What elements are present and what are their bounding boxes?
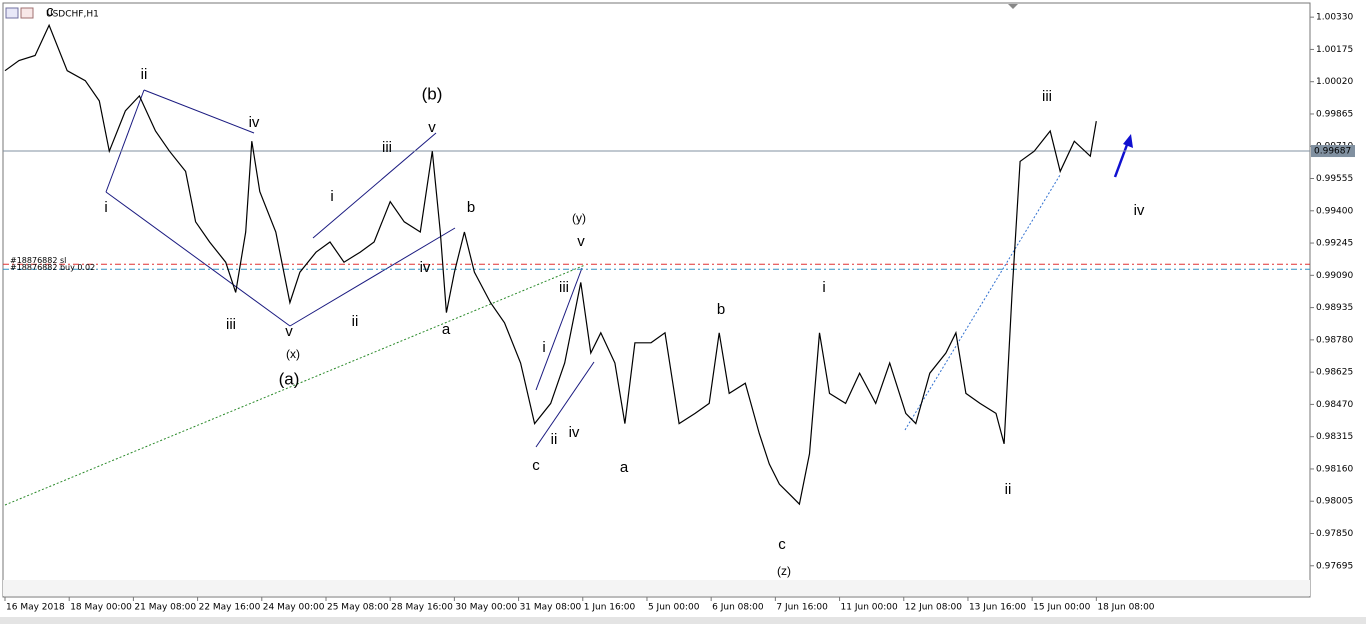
- arrow-head: [1123, 134, 1133, 148]
- x-tick-label: 21 May 08:00: [134, 603, 196, 613]
- order-label: #18876882 sl: [10, 256, 66, 265]
- wave-label: v: [428, 119, 436, 136]
- wave-label: iv: [249, 114, 260, 131]
- wave-label: iii: [226, 316, 236, 333]
- trend-lines: [105, 89, 595, 448]
- time-strip: [3, 580, 1310, 596]
- wave-label: ii: [551, 431, 558, 448]
- x-tick-label: 31 May 08:00: [520, 603, 582, 613]
- wave-label: iii: [1042, 88, 1052, 105]
- x-tick-label: 15 Jun 00:00: [1033, 603, 1090, 613]
- order-label: #18876882 buy 0.02: [10, 263, 95, 272]
- projection-line: [904, 174, 1061, 431]
- wave-label: iv: [420, 259, 431, 276]
- wave-label: a: [442, 321, 451, 338]
- wave-label: a: [620, 459, 629, 476]
- y-tick-label: 0.99555: [1316, 174, 1353, 184]
- wave-label: i: [330, 188, 333, 205]
- wave-label: iii: [382, 139, 392, 156]
- x-tick-label: 18 May 00:00: [70, 603, 132, 613]
- wave-label: iv: [1134, 202, 1145, 219]
- y-tick-label: 0.99865: [1316, 109, 1353, 119]
- y-tick-label: 0.98315: [1316, 432, 1353, 442]
- x-tick-label: 11 Jun 00:00: [841, 603, 898, 613]
- wave-label: ii: [352, 313, 359, 330]
- wave-label: v: [577, 233, 585, 250]
- symbol-icon: [5, 7, 19, 19]
- y-tick-label: 0.97850: [1316, 529, 1353, 539]
- x-tick-label: 7 Jun 16:00: [776, 603, 828, 613]
- wave-label: (a): [279, 369, 300, 388]
- wave-label: i: [822, 279, 825, 296]
- arrow: [1113, 141, 1130, 178]
- wave-label: i: [104, 199, 107, 216]
- plot-area: [2, 2, 1311, 598]
- price-line: [4, 23, 1097, 506]
- y-tick-label: 0.98935: [1316, 303, 1353, 313]
- wave-label: (z): [777, 564, 791, 578]
- wave-label: i: [542, 339, 545, 356]
- y-tick-label: 0.98005: [1316, 497, 1353, 507]
- y-tick-label: 1.00175: [1316, 45, 1353, 55]
- x-tick-label: 25 May 08:00: [327, 603, 389, 613]
- wave-label: iii: [559, 279, 569, 296]
- x-tick-label: 12 Jun 08:00: [905, 603, 962, 613]
- y-tick-label: 1.00020: [1316, 77, 1353, 87]
- x-tick-label: 1 Jun 16:00: [584, 603, 636, 613]
- wave-label: (x): [286, 347, 300, 361]
- projection-line: [4, 264, 586, 506]
- y-tick-label: 0.98160: [1316, 464, 1353, 474]
- symbol-icon: [20, 7, 34, 19]
- y-tick-label: 0.98470: [1316, 400, 1353, 410]
- x-tick-label: 28 May 16:00: [391, 603, 453, 613]
- current-price-label: 0.99687: [1314, 147, 1351, 157]
- y-tick-label: 0.99090: [1316, 271, 1353, 281]
- wave-label: (y): [572, 211, 586, 225]
- wave-label: c: [46, 3, 54, 20]
- wave-label: c: [778, 536, 786, 553]
- wave-label: iv: [569, 424, 580, 441]
- wave-label: ii: [141, 66, 148, 83]
- chart-title: USDCHF,H1: [46, 10, 99, 20]
- wave-label: b: [717, 301, 725, 318]
- wave-label: (b): [422, 84, 443, 103]
- x-tick-label: 5 Jun 00:00: [648, 603, 700, 613]
- y-tick-label: 0.98780: [1316, 335, 1353, 345]
- x-tick-label: 24 May 00:00: [263, 603, 325, 613]
- x-tick-label: 16 May 2018: [6, 603, 65, 613]
- y-tick-label: 0.98625: [1316, 368, 1353, 378]
- wave-label: v: [285, 323, 293, 340]
- x-tick-label: 13 Jun 16:00: [969, 603, 1026, 613]
- wave-label: ii: [1005, 481, 1012, 498]
- y-tick-label: 0.99245: [1316, 239, 1353, 249]
- wave-label: b: [467, 199, 475, 216]
- shift-marker: [1008, 4, 1018, 9]
- y-tick-label: 0.97695: [1316, 561, 1353, 571]
- tab-bar: [0, 617, 1366, 624]
- x-tick-label: 18 Jun 08:00: [1097, 603, 1154, 613]
- x-tick-label: 6 Jun 08:00: [712, 603, 764, 613]
- x-tick-label: 30 May 00:00: [455, 603, 517, 613]
- current-price-box: [1311, 145, 1355, 158]
- x-tick-label: 22 May 16:00: [199, 603, 261, 613]
- y-tick-label: 1.00330: [1316, 13, 1353, 23]
- y-tick-label: 0.99400: [1316, 206, 1353, 216]
- wave-label: c: [532, 457, 540, 474]
